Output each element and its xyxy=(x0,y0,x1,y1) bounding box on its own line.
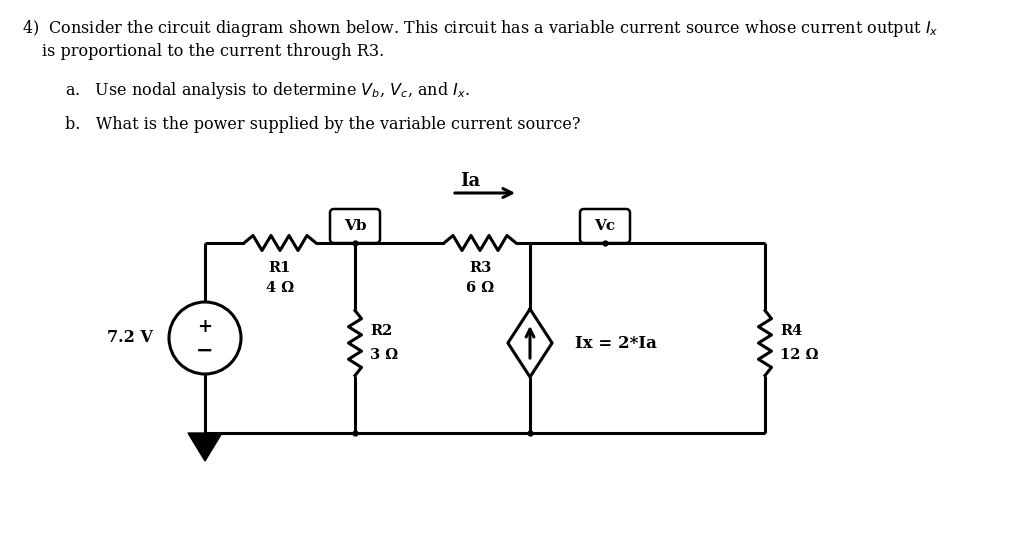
Polygon shape xyxy=(188,433,222,461)
Text: 6 Ω: 6 Ω xyxy=(466,281,494,295)
Text: Vb: Vb xyxy=(344,219,367,233)
Text: a.   Use nodal analysis to determine $V_b$, $V_c$, and $I_x$.: a. Use nodal analysis to determine $V_b$… xyxy=(65,80,470,101)
Text: −: − xyxy=(197,341,214,361)
Text: +: + xyxy=(198,318,213,336)
FancyBboxPatch shape xyxy=(580,209,630,243)
Text: Vc: Vc xyxy=(595,219,615,233)
FancyBboxPatch shape xyxy=(330,209,380,243)
Text: 7.2 V: 7.2 V xyxy=(108,329,153,346)
Text: R1: R1 xyxy=(269,261,291,275)
Text: 3 Ω: 3 Ω xyxy=(370,348,398,362)
Text: 4)  Consider the circuit diagram shown below. This circuit has a variable curren: 4) Consider the circuit diagram shown be… xyxy=(22,18,938,39)
Text: Ia: Ia xyxy=(460,172,480,190)
Text: R4: R4 xyxy=(780,324,802,338)
Text: 4 Ω: 4 Ω xyxy=(266,281,294,295)
Text: R2: R2 xyxy=(370,324,392,338)
Text: is proportional to the current through R3.: is proportional to the current through R… xyxy=(42,43,384,60)
Text: b.   What is the power supplied by the variable current source?: b. What is the power supplied by the var… xyxy=(65,116,581,133)
Text: R3: R3 xyxy=(469,261,492,275)
Text: Ix = 2*Ia: Ix = 2*Ia xyxy=(575,334,656,351)
Text: 12 Ω: 12 Ω xyxy=(780,348,818,362)
